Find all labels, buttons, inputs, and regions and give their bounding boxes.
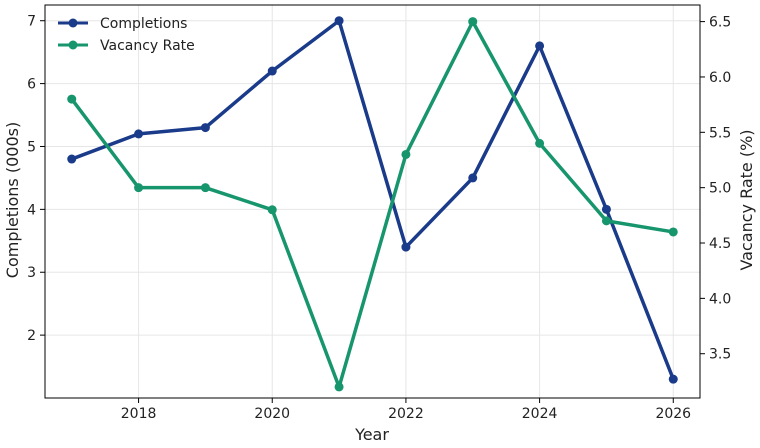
legend-label-completions: Completions [100, 16, 187, 32]
data-point-completions [334, 16, 344, 26]
y-right-tick-label: 3.5 [709, 347, 731, 363]
x-axis-label: Year [354, 425, 389, 444]
y-right-tick-label: 5.5 [709, 125, 731, 141]
data-point-vacancy-rate [401, 149, 411, 159]
data-point-completions [535, 41, 545, 51]
legend-label-vacancy-rate: Vacancy Rate [100, 38, 195, 54]
series-line-vacancy-rate [69, 19, 676, 389]
series-layer [67, 16, 678, 392]
data-point-vacancy-rate [267, 205, 277, 215]
y-right-tick-label: 4.0 [709, 291, 731, 307]
y-right-tick-label: 4.5 [709, 236, 731, 252]
data-point-vacancy-rate [601, 216, 611, 226]
y-left-tick-label: 6 [27, 77, 36, 93]
data-point-completions [601, 204, 611, 214]
data-point-completions [267, 66, 277, 76]
y-left-tick-label: 7 [27, 14, 36, 30]
y-left-tick-label: 2 [27, 328, 36, 344]
plot-frame [44, 4, 701, 399]
legend-marker-completions [68, 18, 78, 28]
y-axis-label-left: Completions (000s) [3, 122, 22, 278]
x-tick-label: 2026 [655, 406, 691, 422]
data-point-completions [134, 129, 144, 139]
y-right-tick-label: 6.5 [709, 15, 731, 31]
legend-marker-vacancy-rate [68, 40, 78, 50]
data-point-vacancy-rate [468, 17, 478, 27]
data-point-vacancy-rate [535, 138, 545, 148]
series-line-completions [69, 18, 676, 381]
x-tick-label: 2022 [388, 406, 424, 422]
data-point-completions [67, 154, 77, 164]
x-tick-label: 2018 [121, 406, 157, 422]
data-point-completions [401, 242, 411, 252]
y-left-tick-label: 4 [27, 202, 36, 218]
data-point-vacancy-rate [134, 183, 144, 193]
x-tick-label: 2024 [522, 406, 558, 422]
x-tick-label: 2020 [254, 406, 290, 422]
data-point-vacancy-rate [668, 227, 678, 237]
y-axis-label-right: Vacancy Rate (%) [737, 129, 756, 270]
grid [45, 5, 700, 398]
y-right-tick-label: 5.0 [709, 181, 731, 197]
data-point-completions [468, 173, 478, 183]
y-left-tick-label: 5 [27, 139, 36, 155]
data-point-vacancy-rate [67, 94, 77, 104]
data-point-vacancy-rate [334, 382, 344, 392]
data-point-vacancy-rate [200, 183, 210, 193]
data-point-completions [200, 123, 210, 133]
legend: Completions Vacancy Rate [58, 16, 195, 54]
y-right-tick-label: 6.0 [709, 70, 731, 86]
ticks: 2018 2020 2022 2024 2026 2 3 4 5 6 7 3.5 4.0 4.5 5.0 5.… [27, 14, 731, 422]
data-point-completions [668, 374, 678, 384]
y-left-tick-label: 3 [27, 265, 36, 281]
